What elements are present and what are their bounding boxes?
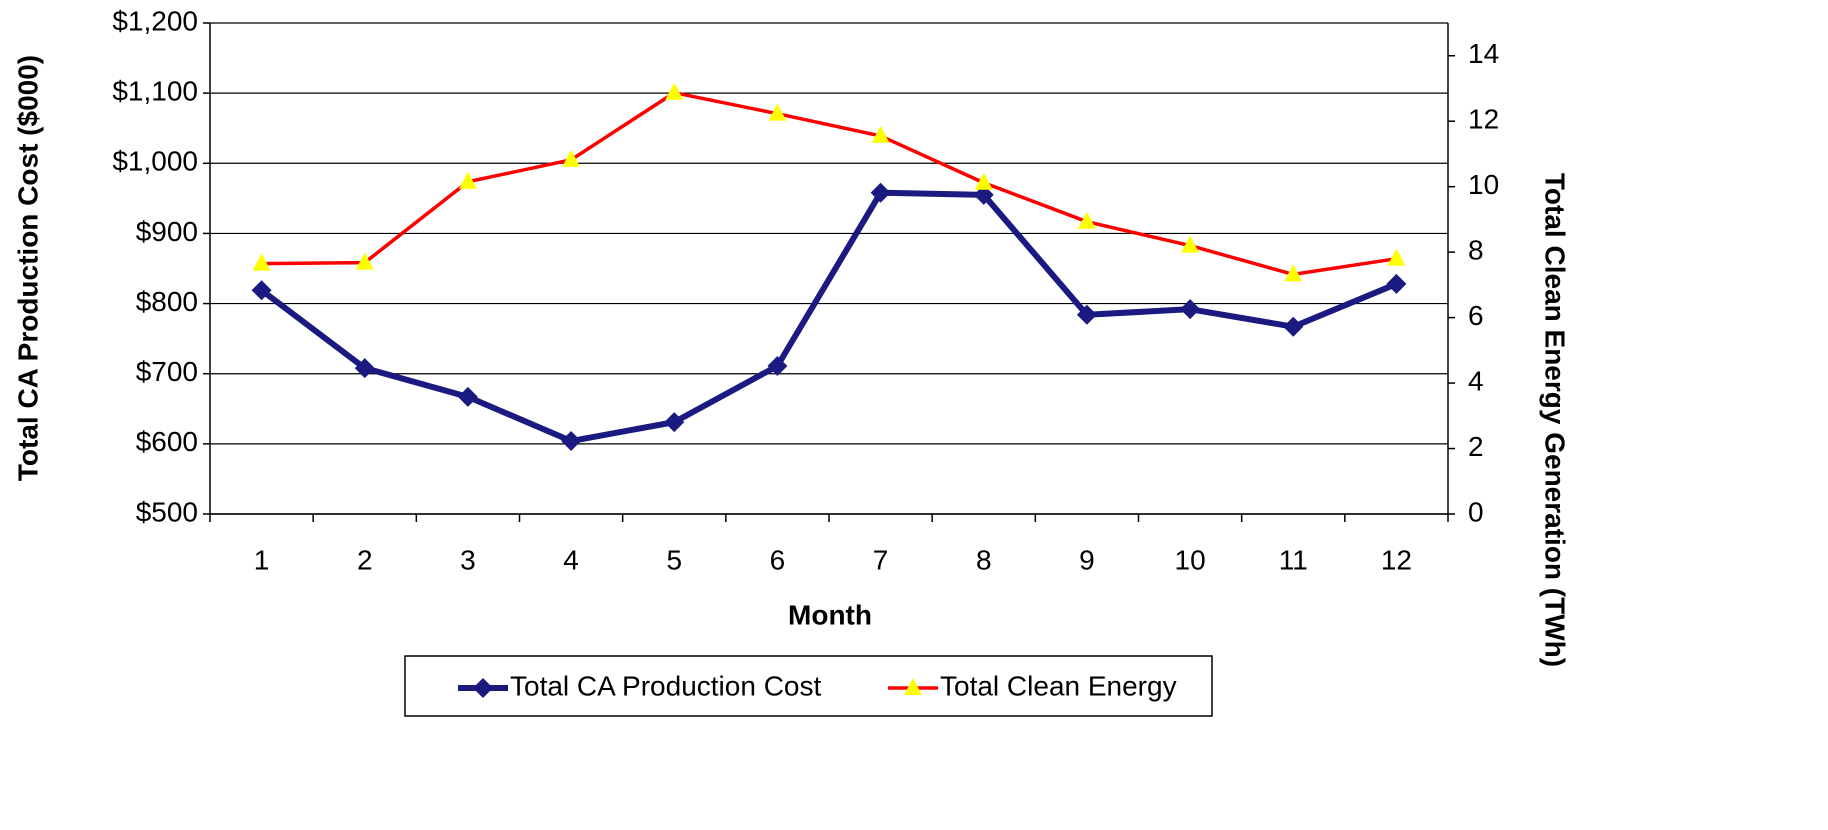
x-tick-label: 1: [254, 544, 270, 575]
data-point: [561, 431, 582, 452]
x-tick-label: 11: [1279, 544, 1308, 575]
y-tick-label: $1,100: [112, 76, 198, 107]
y2-axis-title: Total Clean Energy Generation (TWh): [1540, 173, 1571, 667]
legend-box: [404, 655, 1213, 717]
data-point: [870, 182, 891, 203]
y-tick-label: $600: [136, 426, 198, 457]
y2-tick-label: 10: [1468, 169, 1499, 200]
data-point: [973, 184, 994, 205]
y2-tick-label: 0: [1468, 496, 1484, 527]
series-line: [259, 189, 1398, 445]
legend-label: Total CA Production Cost: [510, 670, 821, 701]
data-point: [1181, 235, 1200, 253]
y2-tick-label: 6: [1468, 300, 1484, 331]
x-tick-label: 5: [666, 544, 682, 575]
y-tick-label: $700: [136, 356, 198, 387]
data-point: [354, 358, 375, 379]
x-tick-label: 2: [357, 544, 373, 575]
data-point: [1284, 264, 1303, 282]
legend-marker: [473, 678, 493, 698]
x-tick-label: 12: [1381, 544, 1412, 575]
data-point: [1387, 248, 1406, 266]
y-tick-label: $800: [136, 286, 198, 317]
x-tick-label: 3: [460, 544, 476, 575]
y-tick-label: $500: [136, 496, 198, 527]
data-point: [664, 412, 685, 433]
y-axis-title: Total CA Production Cost ($000): [12, 55, 43, 481]
data-point: [1076, 304, 1097, 325]
x-tick-label: 10: [1175, 544, 1206, 575]
y2-tick-label: 12: [1468, 104, 1499, 135]
x-axis-title: Month: [788, 599, 872, 630]
x-tick-label: 7: [873, 544, 889, 575]
x-tick-label: 6: [770, 544, 786, 575]
data-point: [458, 171, 477, 189]
series-line: [261, 90, 1397, 277]
data-point: [665, 82, 684, 100]
x-tick-label: 9: [1079, 544, 1095, 575]
data-point: [1180, 299, 1201, 320]
data-point: [871, 125, 890, 143]
data-point: [355, 252, 374, 270]
y-tick-label: $900: [136, 216, 198, 247]
data-point: [251, 280, 272, 301]
y-tick-label: $1,200: [112, 5, 198, 36]
data-point: [974, 172, 993, 190]
legend-label: Total Clean Energy: [940, 670, 1177, 701]
y2-tick-label: 2: [1468, 431, 1484, 462]
x-tick-label: 4: [563, 544, 579, 575]
data-point: [562, 149, 581, 167]
x-tick-label: 8: [976, 544, 992, 575]
data-point: [252, 253, 271, 271]
y2-tick-label: 4: [1468, 365, 1484, 396]
data-point: [768, 103, 787, 121]
data-point: [767, 355, 788, 376]
data-point: [1077, 211, 1096, 229]
y2-tick-label: 14: [1468, 38, 1499, 69]
y-tick-label: $1,000: [112, 146, 198, 177]
data-point: [457, 386, 478, 407]
legend-marker: [904, 678, 922, 695]
y2-tick-label: 8: [1468, 235, 1484, 266]
data-point: [1386, 273, 1407, 294]
data-point: [1283, 316, 1304, 337]
